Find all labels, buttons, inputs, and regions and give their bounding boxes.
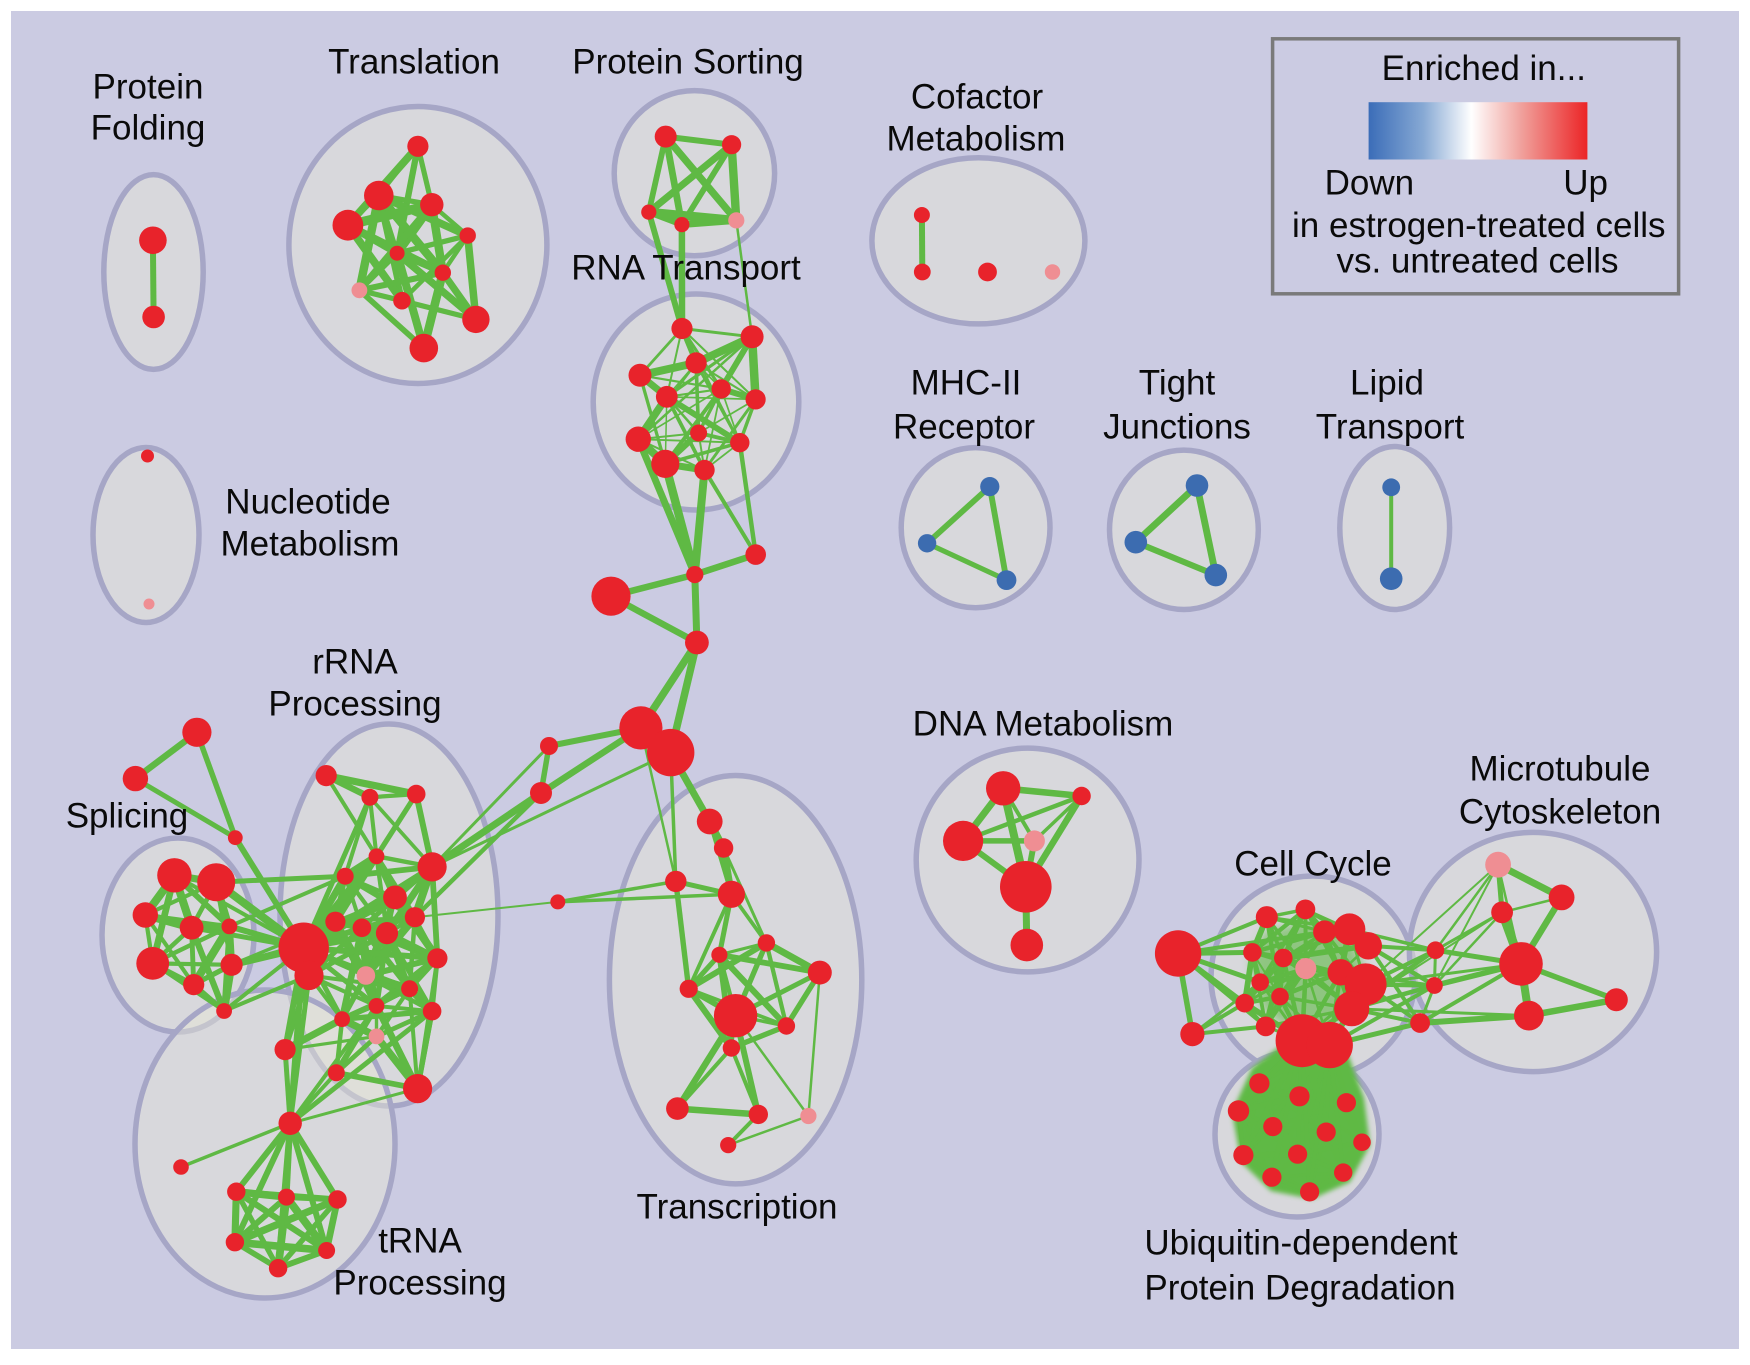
- svg-text:Lipid: Lipid: [1350, 364, 1424, 403]
- svg-text:Processing: Processing: [333, 1264, 506, 1303]
- svg-text:Up: Up: [1563, 164, 1608, 203]
- svg-text:Receptor: Receptor: [893, 408, 1035, 447]
- svg-text:rRNA: rRNA: [312, 643, 398, 682]
- svg-text:Metabolism: Metabolism: [887, 120, 1066, 159]
- svg-text:Nucleotide: Nucleotide: [225, 483, 390, 522]
- svg-text:Splicing: Splicing: [66, 797, 189, 836]
- svg-text:Junctions: Junctions: [1103, 408, 1251, 447]
- svg-text:Protein: Protein: [93, 68, 204, 107]
- svg-text:Protein Sorting: Protein Sorting: [572, 43, 804, 82]
- svg-text:Cell Cycle: Cell Cycle: [1234, 845, 1392, 884]
- svg-text:Cofactor: Cofactor: [911, 78, 1044, 117]
- svg-text:Ubiquitin-dependent: Ubiquitin-dependent: [1144, 1224, 1458, 1263]
- svg-text:Cytoskeleton: Cytoskeleton: [1459, 793, 1661, 832]
- svg-text:DNA Metabolism: DNA Metabolism: [913, 705, 1174, 744]
- svg-text:Microtubule: Microtubule: [1470, 750, 1651, 789]
- svg-text:Transport: Transport: [1316, 408, 1465, 447]
- svg-text:MHC-II: MHC-II: [911, 364, 1022, 403]
- svg-text:Down: Down: [1325, 164, 1414, 203]
- svg-text:tRNA: tRNA: [378, 1222, 462, 1261]
- svg-text:in estrogen-treated cells: in estrogen-treated cells: [1292, 206, 1666, 245]
- svg-text:Tight: Tight: [1139, 364, 1216, 403]
- svg-text:Transcription: Transcription: [637, 1188, 838, 1227]
- svg-text:Translation: Translation: [328, 43, 500, 82]
- svg-text:Enriched in...: Enriched in...: [1382, 49, 1586, 88]
- svg-text:Processing: Processing: [268, 685, 441, 724]
- svg-text:vs. untreated cells: vs. untreated cells: [1336, 241, 1618, 280]
- svg-text:RNA Transport: RNA Transport: [571, 249, 801, 288]
- svg-text:Metabolism: Metabolism: [221, 525, 400, 564]
- svg-text:Folding: Folding: [91, 109, 206, 148]
- svg-text:Protein Degradation: Protein Degradation: [1144, 1269, 1455, 1308]
